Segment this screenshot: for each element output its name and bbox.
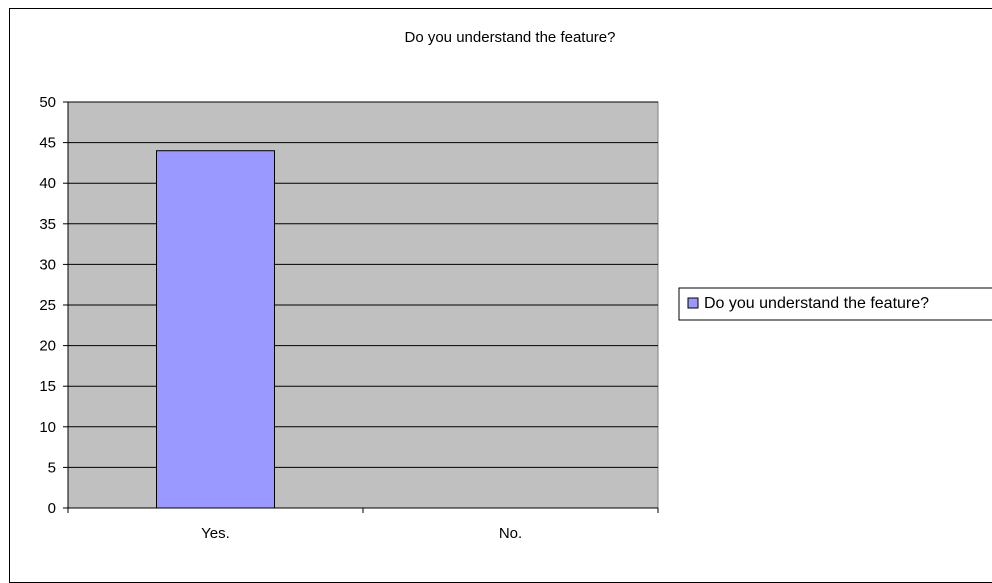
x-tick-label: Yes.: [201, 525, 230, 542]
x-tick-label: No.: [499, 525, 522, 542]
x-axis: Yes. No.: [67, 507, 659, 542]
bar: [156, 150, 275, 509]
legend-swatch: [687, 297, 699, 309]
y-tick-label: 15: [39, 378, 56, 395]
y-axis: 0 5 10 15 20 25 30 35 40 45 50: [39, 94, 69, 517]
y-tick-label: 0: [48, 500, 56, 517]
y-tick-label: 40: [39, 175, 56, 192]
y-tick-label: 20: [39, 338, 56, 355]
legend: Do you understand the feature?: [678, 287, 992, 321]
y-tick-label: 25: [39, 297, 56, 314]
y-tick-label: 45: [39, 135, 56, 152]
y-tick-label: 10: [39, 419, 56, 436]
legend-label: Do you understand the feature?: [704, 295, 929, 312]
y-tick-label: 35: [39, 216, 56, 233]
y-tick-label: 30: [39, 256, 56, 273]
bars: [156, 150, 275, 509]
y-tick-label: 5: [48, 459, 56, 476]
y-tick-label: 50: [39, 94, 56, 111]
legend-box: [678, 287, 992, 321]
chart-title: Do you understand the feature?: [405, 29, 616, 46]
